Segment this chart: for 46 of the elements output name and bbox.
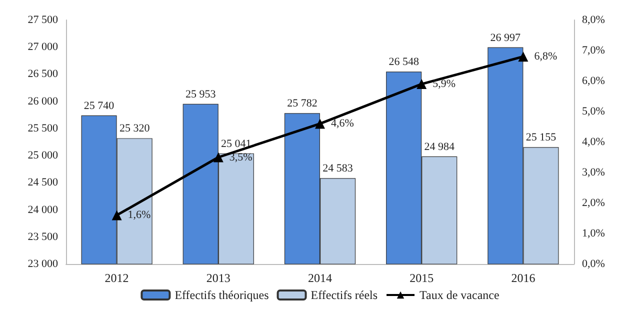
y2-tick-label: 3,0% [582, 166, 605, 178]
point [213, 152, 224, 162]
data-label: 26 548 [388, 56, 420, 68]
data-label: 1,6% [128, 209, 151, 222]
y-tick-label: 25 500 [28, 122, 58, 134]
legend-label: Effectifs théoriques [174, 288, 270, 302]
data-label: 25 320 [119, 122, 150, 135]
data-label: 6,8% [534, 50, 558, 63]
y2-tick-label: 1,0% [582, 228, 605, 240]
y-tick-label: 23 500 [28, 230, 58, 243]
data-label: 25 740 [84, 100, 115, 112]
y-tick-label: 25 000 [28, 150, 58, 162]
data-label: 5,9% [432, 78, 456, 90]
y-tick-label: 27 500 [28, 14, 58, 26]
x-tick-label: 2014 [308, 271, 332, 285]
point [315, 118, 325, 129]
y-tick-label: 23 000 [28, 258, 58, 270]
x-tick-label: 2013 [206, 271, 230, 285]
x-tick-label: 2016 [511, 271, 536, 285]
y2-tick-label: 0,0% [582, 258, 605, 270]
data-label: 25 155 [526, 132, 557, 144]
legend-label: Effectifs réels [310, 288, 378, 302]
y2-tick-label: 5,0% [582, 106, 605, 118]
point [416, 79, 427, 90]
y-tick-label: 24 000 [28, 204, 58, 216]
legend-label: Taux de vacance [420, 288, 500, 302]
data-label: 3,5% [229, 151, 252, 164]
y-tick-label: 27 000 [28, 41, 58, 54]
x-tick-label: 2012 [104, 271, 129, 285]
data-label: 25 953 [185, 88, 216, 100]
point [112, 210, 122, 220]
point [518, 52, 528, 62]
data-label: 26 997 [490, 32, 522, 44]
y-tick-label: 26 500 [28, 68, 58, 80]
data-label: 24 984 [424, 140, 456, 153]
data-label: 25 782 [287, 98, 318, 110]
x-tick-label: 2015 [410, 271, 434, 285]
y-tick-label: 26 000 [28, 95, 58, 108]
data-label: 24 583 [322, 162, 354, 175]
y-tick-label: 24 500 [28, 176, 58, 189]
y2-tick-label: 7,0% [582, 44, 605, 56]
y2-tick-label: 4,0% [582, 136, 605, 148]
y2-tick-label: 2,0% [582, 197, 605, 209]
data-label: 4,6% [331, 118, 354, 130]
y2-tick-label: 6,0% [582, 75, 605, 87]
y2-tick-label: 8,0% [582, 14, 605, 26]
